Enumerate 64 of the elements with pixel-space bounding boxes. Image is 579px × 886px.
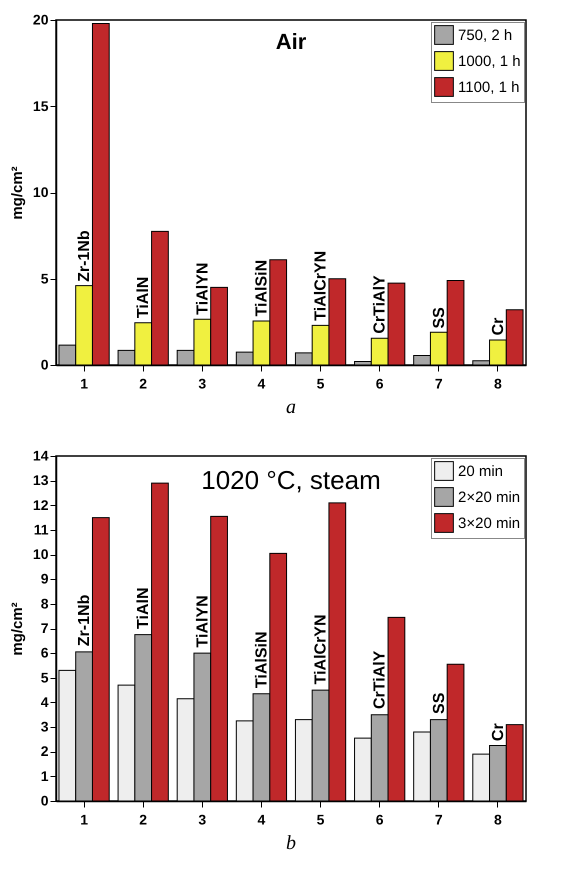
annotation: Zr-1Nb: [76, 594, 94, 646]
x-tick-label: 7: [434, 812, 443, 828]
y-tick-label: 0: [40, 792, 49, 808]
annotation: TiAlN: [135, 587, 152, 629]
y-tick-label: 5: [40, 669, 49, 686]
x-tick-label: 5: [316, 376, 325, 392]
x-tick-label: 6: [376, 376, 384, 392]
annotation: TiAlSiN: [253, 632, 270, 688]
annotation: SS: [430, 306, 448, 328]
annotation: CrTiAlY: [372, 274, 389, 334]
y-tick-label: 2: [40, 743, 49, 760]
x-tick-label: 1: [80, 376, 88, 392]
annotation: SS: [430, 692, 448, 714]
y-tick-label: 3: [40, 718, 49, 735]
y-tick-label: 20: [32, 12, 49, 28]
x-tick-label: 7: [434, 376, 443, 392]
y-tick-label: 11: [34, 521, 49, 538]
y-tick-label: 0: [40, 356, 49, 372]
x-tick-label: 8: [494, 812, 502, 828]
annotation: Cr: [490, 318, 507, 336]
x-tick-label: 4: [258, 376, 266, 392]
annotation: CrTiAlY: [372, 650, 389, 710]
legend-label: 2×20 min: [458, 489, 520, 506]
y-axis-title: mg/cm²: [8, 602, 26, 656]
legend-label: 20 min: [458, 463, 504, 480]
y-tick-label: 6: [40, 644, 49, 661]
y-axis-title: mg/cm²: [8, 166, 26, 220]
x-tick-label: 5: [316, 812, 325, 828]
annotation: 1020 °C, steam: [201, 465, 381, 495]
y-tick-label: 1: [40, 768, 49, 784]
x-tick-label: 1: [80, 812, 88, 828]
text: a: [286, 396, 296, 418]
annotation: TiAlYN: [194, 595, 212, 648]
text: b: [286, 832, 296, 854]
annotation: Cr: [490, 723, 507, 742]
y-tick-label: 7: [40, 620, 49, 636]
x-tick-label: 3: [198, 376, 206, 392]
annotation: Zr-1Nb: [76, 230, 94, 282]
annotation: TiAlN: [135, 276, 152, 318]
y-tick-label: 12: [32, 496, 49, 513]
legend-label: 3×20 min: [458, 515, 520, 532]
y-tick-label: 5: [40, 270, 49, 286]
legend-label: 1100, 1 h: [458, 79, 520, 96]
y-tick-label: 14: [32, 448, 49, 464]
annotation: TiAlCrYN: [312, 614, 330, 684]
annotation: Air: [276, 29, 307, 54]
x-tick-label: 6: [376, 812, 384, 828]
x-tick-label: 3: [198, 812, 206, 828]
x-tick-label: 2: [139, 376, 148, 392]
y-tick-label: 15: [32, 98, 49, 114]
annotation: TiAlSiN: [253, 260, 270, 316]
y-tick-label: 9: [40, 570, 49, 587]
legend-label: 1000, 1 h: [458, 53, 521, 70]
annotation: TiAlYN: [194, 262, 212, 315]
legend-label: 750, 2 h: [458, 27, 512, 44]
y-tick-label: 10: [32, 546, 49, 562]
x-tick-label: 2: [139, 812, 148, 828]
annotation: TiAlCrYN: [312, 250, 330, 321]
y-tick-label: 4: [40, 694, 49, 710]
y-tick-label: 8: [40, 595, 49, 612]
y-tick-label: 10: [32, 184, 49, 200]
x-tick-label: 4: [258, 812, 266, 828]
y-tick-label: 13: [32, 472, 49, 488]
x-tick-label: 8: [494, 376, 502, 392]
